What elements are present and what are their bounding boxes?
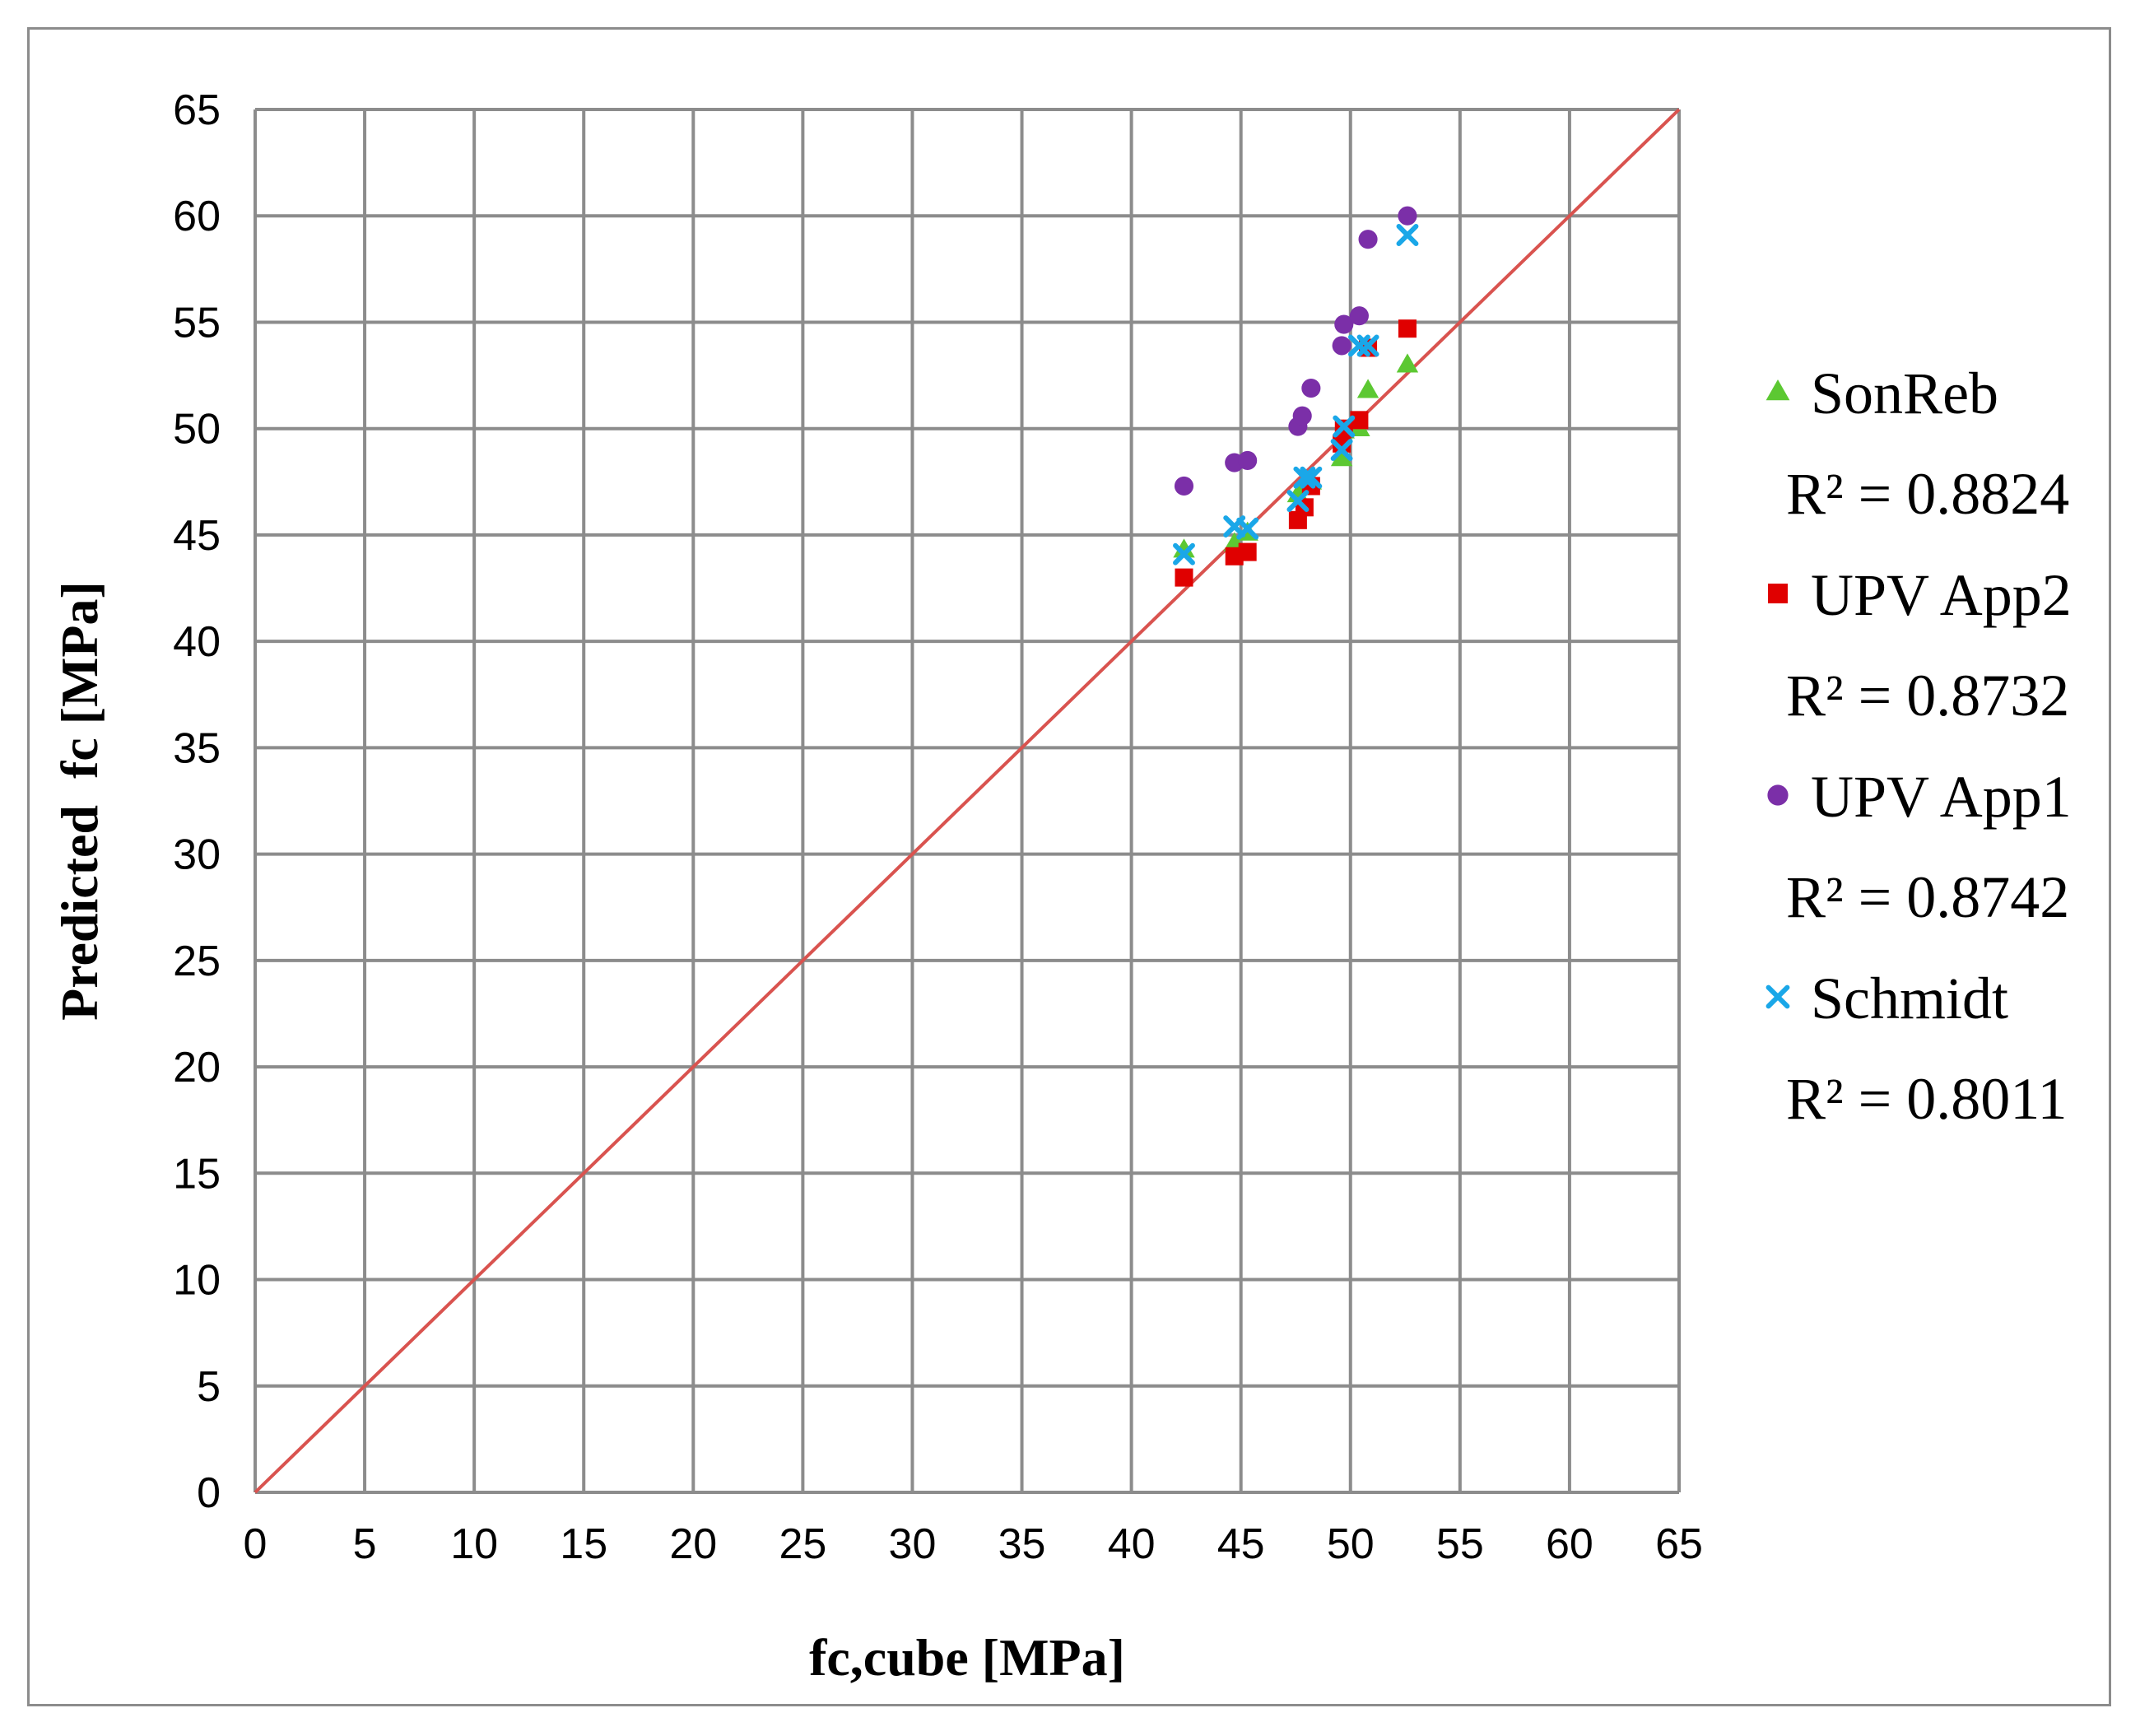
- y-tick-label: 15: [173, 1150, 221, 1198]
- legend-label: UPV App1: [1811, 764, 2072, 830]
- x-tick-label: 30: [889, 1520, 937, 1568]
- x-tick-label: 10: [450, 1520, 498, 1568]
- x-tick-label: 25: [779, 1520, 826, 1568]
- data-point: [1236, 517, 1259, 540]
- y-tick-label: 50: [173, 406, 221, 454]
- data-point: [1349, 306, 1369, 326]
- x-axis-title: fc,cube [MPa]: [809, 1628, 1125, 1687]
- x-tick-label: 20: [669, 1520, 717, 1568]
- legend-label: Schmidt: [1811, 966, 2008, 1031]
- data-point: [1330, 439, 1353, 461]
- data-point: [1292, 406, 1312, 426]
- data-point: [1238, 450, 1258, 471]
- data-point: [1174, 476, 1194, 496]
- legend-label: UPV App2: [1811, 562, 2072, 628]
- data-point: [1301, 379, 1321, 398]
- data-point: [1173, 538, 1195, 558]
- legend-r2: R² = 0.8742: [1786, 864, 2069, 930]
- y-tick-label: 5: [197, 1363, 221, 1411]
- data-point: [1350, 411, 1369, 430]
- data-point: [1173, 542, 1195, 565]
- y-tick-label: 0: [197, 1469, 221, 1517]
- data-point: [1238, 542, 1257, 561]
- y-tick-label: 40: [173, 618, 221, 666]
- data-point: [1398, 319, 1417, 338]
- data-point: [1358, 230, 1378, 249]
- x-tick-label: 55: [1436, 1520, 1484, 1568]
- y-tick-label: 25: [173, 938, 221, 985]
- x-tick-label: 5: [353, 1520, 377, 1568]
- x-tick-label: 50: [1327, 1520, 1375, 1568]
- tick-labels: 0 5 10 15 20 25 30 35 40 45 50 55 60 65 0 5 10 15 20 25 30 35…: [173, 86, 1703, 1568]
- legend-r2: R² = 0.8732: [1786, 663, 2069, 728]
- reference-line-y-equals-x: [254, 108, 1681, 1494]
- data-point: [1333, 415, 1356, 438]
- data-point: [1396, 224, 1419, 246]
- legend-marker: [1767, 784, 1789, 806]
- legend-r2: R² = 0.8011: [1786, 1066, 2068, 1132]
- data-point: [1286, 490, 1310, 513]
- legend-marker: [1766, 379, 1790, 401]
- legend-marker: [1766, 984, 1790, 1009]
- x-tick-label: 65: [1655, 1520, 1703, 1568]
- y-tick-label: 45: [173, 512, 221, 560]
- data-point: [1356, 379, 1379, 398]
- legend-label: SonReb: [1811, 361, 1998, 426]
- y-tick-label: 55: [173, 299, 221, 347]
- series-schmidt: [1173, 224, 1419, 565]
- x-tick-label: 15: [560, 1520, 607, 1568]
- data-point: [1398, 206, 1417, 226]
- y-tick-label: 65: [173, 86, 221, 134]
- y-tick-label: 20: [173, 1044, 221, 1091]
- x-tick-label: 45: [1217, 1520, 1265, 1568]
- data-point: [1332, 336, 1351, 356]
- y-axis-title: Predicted fc [MPa]: [50, 581, 109, 1021]
- y-tick-label: 30: [173, 831, 221, 879]
- data-points: [1173, 206, 1419, 587]
- data-point: [1334, 314, 1354, 334]
- x-tick-label: 35: [998, 1520, 1046, 1568]
- y-tick-label: 60: [173, 193, 221, 240]
- legend-marker: [1768, 584, 1788, 603]
- data-point: [1396, 353, 1419, 373]
- x-tick-label: 0: [244, 1520, 268, 1568]
- data-point: [1293, 466, 1316, 489]
- y-tick-label: 10: [173, 1257, 221, 1305]
- y-tick-label: 35: [173, 724, 221, 772]
- data-point: [1330, 447, 1353, 467]
- data-point: [1356, 334, 1379, 357]
- data-point: [1175, 568, 1193, 587]
- legend-r2: R² = 0.8824: [1786, 461, 2069, 527]
- legend: SonReb R² = 0.8824 UPV App2 R² = 0.8732 UPV …: [1766, 361, 2072, 1132]
- x-tick-label: 60: [1546, 1520, 1593, 1568]
- x-tick-label: 40: [1108, 1520, 1156, 1568]
- series-upv-app1: [1174, 206, 1417, 496]
- data-point: [1300, 466, 1323, 489]
